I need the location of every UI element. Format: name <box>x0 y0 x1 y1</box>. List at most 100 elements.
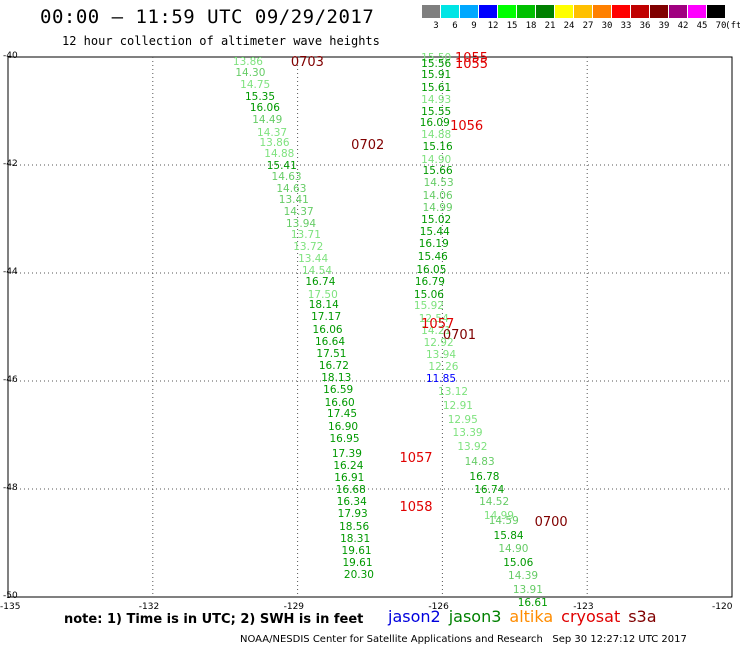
legend-item-s3a: s3a <box>628 607 657 626</box>
scale-label: 45 <box>696 21 708 31</box>
lat-tick-label: -44 <box>3 267 18 277</box>
wave-height-obs: 15.41 <box>266 160 297 172</box>
wave-height-obs: 15.92 <box>413 300 444 313</box>
wave-height-obs: 14.54 <box>301 265 332 278</box>
wave-height-obs: 14.99 <box>483 509 514 522</box>
wave-height-obs: 13.41 <box>278 194 309 207</box>
map-frame <box>7 56 733 598</box>
wave-height-obs: 19.61 <box>341 545 372 558</box>
scale-label: 3 <box>433 21 439 31</box>
lon-tick-label: -123 <box>573 602 594 612</box>
wave-height-obs: 14.63 <box>276 182 307 195</box>
wave-height-obs: 16.91 <box>334 472 365 485</box>
wave-height-obs: 14.88 <box>264 148 295 161</box>
pass-time-label: 0703 <box>290 55 324 71</box>
scale-label: 21 <box>544 21 556 31</box>
wave-height-obs: 16.60 <box>324 396 355 409</box>
lat-tick-label: -42 <box>3 159 18 169</box>
scale-swatch <box>422 5 441 18</box>
wave-height-obs: 14.90 <box>421 153 452 166</box>
page-subtitle: 12 hour collection of altimeter wave hei… <box>62 34 380 48</box>
wave-height-obs: 16.79 <box>414 276 445 289</box>
scale-label: 18 <box>525 21 537 31</box>
wave-height-obs: 15.46 <box>417 250 448 263</box>
lon-tick-label: -120 <box>712 602 733 612</box>
legend-item-jason2: jason2 <box>388 607 441 626</box>
wave-height-obs: 15.61 <box>421 81 452 94</box>
wave-height-obs: 17.51 <box>316 347 347 360</box>
wave-height-obs: 13.86 <box>232 56 263 69</box>
wave-height-obs: 15.91 <box>421 69 452 82</box>
scale-label: 39 <box>658 21 670 31</box>
scale-label: 70 <box>715 21 727 31</box>
wave-height-obs: 16.74 <box>474 484 505 496</box>
satellite-legend: jason2 jason3 altika cryosat s3a <box>388 607 665 626</box>
scale-swatch <box>707 5 726 18</box>
wave-height-obs: 11.85 <box>425 373 457 386</box>
scale-label: 24 <box>563 21 575 31</box>
wave-height-obs: 13.12 <box>438 385 469 398</box>
scale-swatch <box>574 5 593 18</box>
legend-item-jason3: jason3 <box>448 607 502 626</box>
wave-height-obs: 14.59 <box>488 515 519 528</box>
lon-tick-label: -126 <box>428 602 449 612</box>
wave-height-obs: 14.53 <box>423 177 454 190</box>
pass-time-label: 0702 <box>351 138 385 154</box>
lon-tick-label: -129 <box>283 602 305 612</box>
wave-height-obs: 15.44 <box>419 225 450 238</box>
wave-height-obs: 17.39 <box>331 447 362 460</box>
wave-height-obs: 15.02 <box>421 214 452 226</box>
scale-label: 9 <box>471 21 477 31</box>
scale-swatch <box>669 5 688 18</box>
wave-height-obs: 15.06 <box>503 556 534 569</box>
scale-label: 12 <box>487 21 499 31</box>
scale-label: 27 <box>582 21 594 31</box>
scale-swatch <box>631 5 650 18</box>
legend-item-altika: altika <box>509 607 554 626</box>
scale-swatch <box>593 5 612 18</box>
lat-tick-label: -40 <box>3 51 18 61</box>
scale-swatch <box>460 5 479 18</box>
pass-time-label: 0701 <box>442 328 476 344</box>
pass-time-label: 1057 <box>399 450 433 466</box>
wave-height-obs: 12.95 <box>447 413 478 426</box>
scale-swatch <box>498 5 517 18</box>
wave-height-obs: 20.30 <box>343 569 374 582</box>
wave-height-obs: 16.06 <box>249 102 280 115</box>
scale-swatch <box>536 5 555 18</box>
wave-height-obs: 13.91 <box>512 583 543 596</box>
wave-height-obs: 15.56 <box>421 58 452 71</box>
scale-swatch <box>479 5 498 18</box>
lon-tick-label: -132 <box>138 602 160 612</box>
scale-swatch <box>650 5 669 18</box>
wave-height-obs: 15.50 <box>421 52 452 64</box>
scale-label: 15 <box>506 21 518 31</box>
wave-height-obs: 12.91 <box>442 400 473 413</box>
wave-height-obs: 15.06 <box>413 288 444 301</box>
wave-height-obs: 16.19 <box>418 238 449 251</box>
wave-height-obs: 14.30 <box>235 67 266 80</box>
wave-height-obs: 18.31 <box>340 532 371 545</box>
wave-height-obs: 12.26 <box>428 360 459 373</box>
pass-time-label: 1055 <box>454 51 489 66</box>
wave-height-obs: 14.52 <box>479 495 510 508</box>
wave-height-obs: 17.45 <box>327 408 358 421</box>
wave-height-obs: 13.39 <box>452 427 483 440</box>
wave-height-obs: 13.72 <box>293 241 324 253</box>
wave-height-obs: 13.86 <box>259 136 290 149</box>
wave-height-obs: 13.94 <box>286 217 317 230</box>
scale-swatch <box>517 5 536 18</box>
wave-height-obs: 14.06 <box>422 189 453 202</box>
scale-label: 6 <box>452 21 458 31</box>
wave-height-obs: 12.54 <box>418 312 449 325</box>
scale-swatch <box>688 5 707 18</box>
wave-height-obs: 14.39 <box>508 570 539 583</box>
wave-height-obs: 15.16 <box>422 141 453 154</box>
wave-height-obs: 16.34 <box>336 496 367 509</box>
wave-height-obs: 16.24 <box>333 459 364 472</box>
wave-height-obs: 13.71 <box>290 229 321 242</box>
lat-tick-label: -50 <box>3 591 18 601</box>
wave-height-obs: 16.90 <box>328 420 359 433</box>
wave-height-obs: 16.68 <box>335 484 366 496</box>
